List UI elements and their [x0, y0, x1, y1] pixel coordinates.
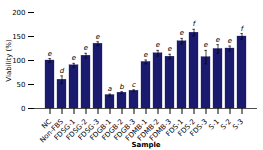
svg-text:NC: NC — [40, 117, 53, 131]
svg-text:e: e — [168, 45, 172, 53]
svg-text:FDGB-1: FDGB-1 — [88, 117, 113, 143]
svg-text:FDSG-1: FDSG-1 — [52, 117, 77, 142]
svg-text:e: e — [228, 37, 232, 45]
svg-text:f: f — [241, 25, 245, 33]
svg-text:e: e — [144, 51, 148, 59]
svg-text:FDS-2: FDS-2 — [176, 117, 197, 139]
svg-text:FDS-3: FDS-3 — [189, 118, 209, 138]
svg-text:S-2: S-2 — [219, 118, 233, 132]
svg-text:FDS-1: FDS-1 — [164, 117, 185, 139]
svg-text:S-3: S-3 — [231, 118, 245, 132]
svg-text:S-1: S-1 — [207, 118, 221, 132]
svg-text:0: 0 — [21, 105, 25, 113]
svg-text:d: d — [60, 67, 65, 75]
svg-text:e: e — [96, 33, 100, 41]
svg-text:e: e — [48, 50, 52, 58]
svg-text:150: 150 — [12, 33, 25, 41]
svg-text:FDMB-1: FDMB-1 — [124, 117, 149, 143]
svg-text:e: e — [180, 29, 184, 37]
svg-text:Non-FBS: Non-FBS — [38, 117, 65, 145]
svg-text:e: e — [84, 44, 88, 52]
svg-text:e: e — [156, 41, 160, 49]
svg-text:Sample: Sample — [131, 141, 160, 149]
svg-text:e: e — [216, 36, 220, 44]
svg-text:50: 50 — [17, 81, 26, 89]
svg-text:FDSG-3: FDSG-3 — [76, 117, 101, 142]
svg-text:f: f — [193, 20, 197, 28]
svg-text:Viability (%): Viability (%) — [5, 39, 13, 82]
svg-text:FDGB-3: FDGB-3 — [112, 117, 137, 143]
svg-text:b: b — [120, 83, 125, 91]
svg-text:e: e — [72, 54, 76, 62]
svg-text:200: 200 — [12, 9, 25, 17]
svg-text:e: e — [204, 41, 208, 49]
svg-text:c: c — [132, 81, 136, 89]
svg-text:100: 100 — [12, 57, 25, 65]
svg-text:FDGB-2: FDGB-2 — [100, 117, 125, 143]
svg-text:FDMB-3: FDMB-3 — [148, 117, 173, 143]
svg-text:FDSG-2: FDSG-2 — [64, 117, 89, 142]
svg-text:FDMB-2: FDMB-2 — [136, 117, 161, 143]
svg-text:a: a — [108, 85, 112, 93]
